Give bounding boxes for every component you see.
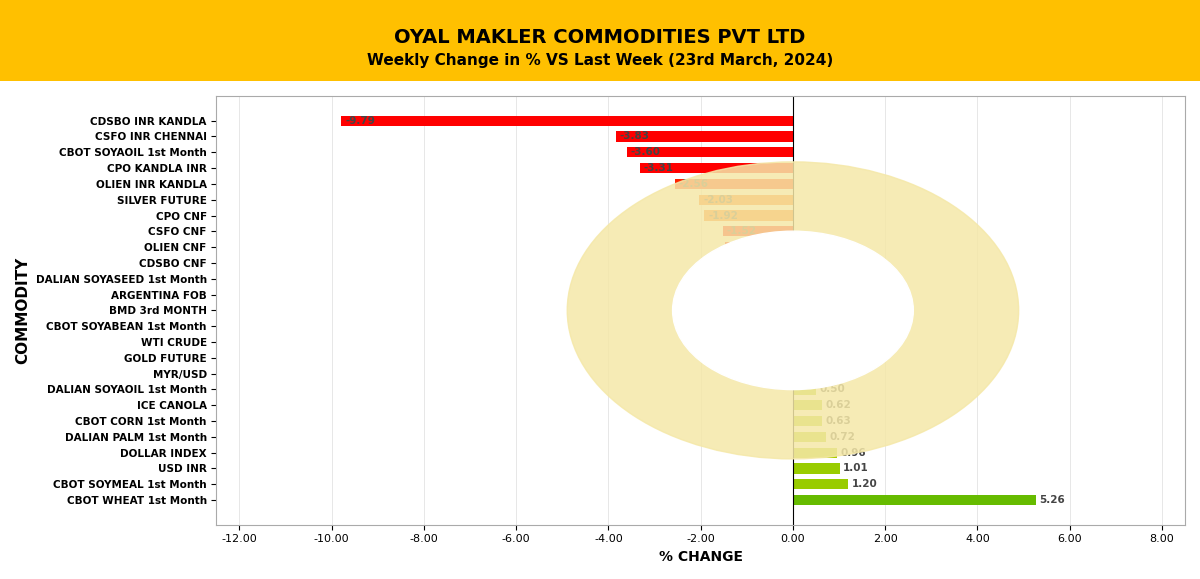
Bar bbox=[793, 448, 838, 458]
Bar bbox=[776, 337, 793, 347]
Text: -3.31: -3.31 bbox=[644, 163, 674, 173]
Bar bbox=[793, 479, 848, 489]
Text: 0.62: 0.62 bbox=[826, 400, 851, 411]
Bar bbox=[793, 463, 840, 474]
Text: -0.97: -0.97 bbox=[752, 274, 782, 284]
Text: Weekly Change in % VS Last Week (23rd March, 2024): Weekly Change in % VS Last Week (23rd Ma… bbox=[367, 53, 833, 68]
Text: -9.79: -9.79 bbox=[346, 116, 374, 126]
Bar bbox=[725, 242, 793, 252]
Text: -3.60: -3.60 bbox=[630, 147, 660, 157]
Text: -0.81: -0.81 bbox=[760, 290, 790, 299]
Text: -1.92: -1.92 bbox=[708, 211, 738, 221]
Bar bbox=[793, 384, 816, 394]
Text: 1.20: 1.20 bbox=[852, 479, 877, 489]
Text: OYAL MAKLER COMMODITIES PVT LTD: OYAL MAKLER COMMODITIES PVT LTD bbox=[395, 28, 805, 47]
Text: -0.99: -0.99 bbox=[751, 258, 781, 268]
Bar bbox=[757, 305, 793, 316]
Text: -1.52: -1.52 bbox=[726, 226, 756, 236]
Bar bbox=[793, 353, 812, 363]
Bar bbox=[793, 368, 812, 379]
Text: 0.43: 0.43 bbox=[816, 369, 842, 379]
Text: 0.72: 0.72 bbox=[830, 432, 856, 442]
Text: -3.83: -3.83 bbox=[620, 131, 650, 141]
Circle shape bbox=[672, 231, 913, 390]
Bar bbox=[674, 179, 793, 189]
Bar bbox=[793, 416, 822, 426]
Text: -0.78: -0.78 bbox=[761, 305, 791, 316]
Bar bbox=[748, 258, 793, 268]
Text: -0.50: -0.50 bbox=[774, 321, 804, 331]
Text: 1.01: 1.01 bbox=[844, 463, 869, 474]
Y-axis label: COMMODITY: COMMODITY bbox=[16, 256, 30, 364]
Bar bbox=[341, 116, 793, 126]
Bar bbox=[770, 321, 793, 331]
Bar bbox=[641, 163, 793, 173]
Text: -2.03: -2.03 bbox=[703, 195, 733, 205]
Bar bbox=[749, 274, 793, 284]
Text: 5.26: 5.26 bbox=[1039, 495, 1064, 505]
Text: 0.96: 0.96 bbox=[841, 448, 866, 457]
Text: -2.56: -2.56 bbox=[678, 179, 708, 189]
Text: -0.35: -0.35 bbox=[780, 337, 810, 347]
Bar bbox=[700, 195, 793, 205]
Bar bbox=[793, 495, 1036, 505]
Text: 0.42: 0.42 bbox=[816, 353, 842, 363]
X-axis label: % CHANGE: % CHANGE bbox=[659, 550, 743, 564]
Text: 0.50: 0.50 bbox=[820, 384, 846, 394]
Bar bbox=[793, 432, 826, 442]
Bar bbox=[722, 226, 793, 236]
Bar bbox=[793, 400, 822, 411]
Text: 0.63: 0.63 bbox=[826, 416, 852, 426]
Bar bbox=[626, 147, 793, 157]
Circle shape bbox=[568, 162, 1019, 459]
Text: Oyal Makler: Oyal Makler bbox=[718, 334, 868, 353]
Bar bbox=[617, 131, 793, 142]
Text: -1.48: -1.48 bbox=[728, 242, 758, 252]
Bar bbox=[704, 210, 793, 221]
Bar bbox=[756, 290, 793, 300]
